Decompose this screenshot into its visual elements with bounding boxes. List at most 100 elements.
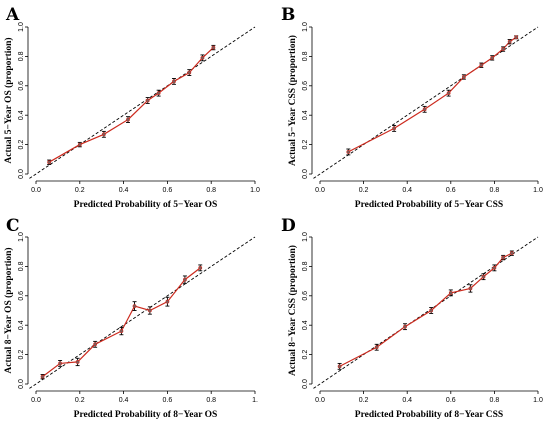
x-tick-label: 0.4 xyxy=(119,187,129,194)
y-axis-title: Actual 8−Year CSS (proportion) xyxy=(287,245,298,376)
data-point xyxy=(490,55,495,60)
x-tick-label: 1.0 xyxy=(533,397,543,404)
y-tick-label: 0.4 xyxy=(302,320,309,330)
calibration-panel-a: A 0.0 0.2 0.4 0.6 0.8 1.0 0.0 0.2 0.4 0.6 0.8 1.0 Pre… xyxy=(3,5,260,210)
data-point xyxy=(509,251,514,256)
y-tick-label: 0.2 xyxy=(302,350,309,360)
y-axis-title: Actual 5−Year CSS (proportion) xyxy=(287,35,298,166)
x-tick-label: 0.8 xyxy=(206,397,216,404)
x-axis-title: Predicted Probability of 8−Year CSS xyxy=(355,410,503,420)
x-tick-label: 0.6 xyxy=(163,187,173,194)
data-point xyxy=(93,342,98,347)
data-point xyxy=(75,360,80,364)
y-tick-label: 0.8 xyxy=(302,261,309,271)
y-axis-title: Actual 8−Year OS (proportion) xyxy=(3,247,14,373)
data-point xyxy=(119,329,124,333)
data-point xyxy=(101,132,106,137)
calibration-line xyxy=(348,36,517,153)
y-tick-label: 0.8 xyxy=(18,261,25,271)
data-point xyxy=(200,55,205,60)
y-tick-label: 0.4 xyxy=(18,110,25,120)
y-tick-label: 0.2 xyxy=(302,140,309,150)
data-point xyxy=(58,361,62,366)
data-point xyxy=(403,324,407,329)
data-point xyxy=(211,45,216,50)
x-tick-label: 0.6 xyxy=(446,397,456,404)
data-point xyxy=(481,274,486,279)
y-tick-label: 1.0 xyxy=(302,232,309,242)
data-point xyxy=(501,255,506,260)
x-tick-label: 0.0 xyxy=(315,187,325,194)
data-point xyxy=(132,304,137,308)
x-tick-label: 0.6 xyxy=(163,397,173,404)
calibration-line xyxy=(339,252,513,367)
y-axis-title: Actual 5−Year OS (proportion) xyxy=(3,37,14,163)
data-point xyxy=(156,91,161,96)
x-tick-label: 1. xyxy=(252,397,258,404)
data-point xyxy=(40,374,45,379)
x-axis-title: Predicted Probability of 5−Year CSS xyxy=(355,200,503,210)
calibration-panel-d: D 0.0 0.2 0.4 0.6 0.8 1.0 0.0 0.2 0.4 0.6 0.8 1.0 Pre… xyxy=(281,216,543,420)
y-tick-label: 0.6 xyxy=(18,291,25,301)
y-tick-label: 1.0 xyxy=(18,232,25,242)
data-point xyxy=(165,299,170,304)
y-tick-label: 0.8 xyxy=(302,51,309,61)
x-tick-label: 0.8 xyxy=(490,397,500,404)
data-point xyxy=(446,91,451,96)
data-point xyxy=(145,98,150,103)
data-point xyxy=(429,308,434,313)
data-point xyxy=(126,117,130,122)
y-tick-label: 1.0 xyxy=(18,22,25,32)
y-tick-label: 0.6 xyxy=(302,81,309,91)
ideal-reference-line xyxy=(313,236,539,389)
x-tick-label: 0.2 xyxy=(359,187,369,194)
x-tick-label: 0.6 xyxy=(446,187,456,194)
y-tick-label: 0.6 xyxy=(18,81,25,91)
data-point xyxy=(198,265,203,270)
data-point xyxy=(468,286,473,291)
x-tick-label: 0.0 xyxy=(31,397,41,404)
data-point xyxy=(448,290,453,295)
x-tick-label: 0.8 xyxy=(490,187,500,194)
y-tick-label: 0.8 xyxy=(18,51,25,61)
x-tick-label: 0.8 xyxy=(206,187,216,194)
x-tick-label: 1.0 xyxy=(250,187,260,194)
calibration-line xyxy=(42,267,201,378)
ideal-reference-line xyxy=(313,26,539,179)
data-point xyxy=(47,160,52,165)
y-tick-label: 0.0 xyxy=(302,379,309,389)
x-tick-label: 0.4 xyxy=(119,397,129,404)
calibration-line xyxy=(48,47,214,163)
data-point xyxy=(492,265,497,270)
data-point xyxy=(422,107,427,112)
data-point xyxy=(187,70,192,75)
data-point xyxy=(172,79,176,84)
data-point xyxy=(461,75,466,79)
y-tick-label: 1.0 xyxy=(302,22,309,32)
y-tick-label: 0.4 xyxy=(18,320,25,330)
data-point xyxy=(337,364,342,369)
data-point xyxy=(374,345,379,350)
ideal-reference-line xyxy=(29,26,256,179)
data-point xyxy=(392,126,397,131)
x-tick-label: 0.2 xyxy=(359,397,369,404)
ideal-reference-line xyxy=(29,236,256,389)
x-axis-title: Predicted Probability of 5−Year OS xyxy=(74,200,218,210)
data-point xyxy=(183,277,187,282)
x-tick-label: 0.0 xyxy=(31,187,41,194)
x-tick-label: 1.0 xyxy=(533,187,543,194)
panel-letter: B xyxy=(281,5,295,25)
y-tick-label: 0.0 xyxy=(18,169,25,179)
data-point xyxy=(147,308,152,313)
y-tick-label: 0.6 xyxy=(302,291,309,301)
x-tick-label: 0.0 xyxy=(315,397,325,404)
panel-letter: C xyxy=(6,216,20,236)
panel-letter: A xyxy=(5,5,20,25)
data-point xyxy=(501,47,506,51)
calibration-panel-b: B 0.0 0.2 0.4 0.6 0.8 1.0 0.0 0.2 0.4 0.6 0.8 1.0 Pre… xyxy=(281,5,543,210)
x-tick-label: 0.2 xyxy=(75,187,85,194)
data-point xyxy=(77,142,82,147)
data-point xyxy=(507,39,512,44)
y-tick-label: 0.0 xyxy=(18,379,25,389)
